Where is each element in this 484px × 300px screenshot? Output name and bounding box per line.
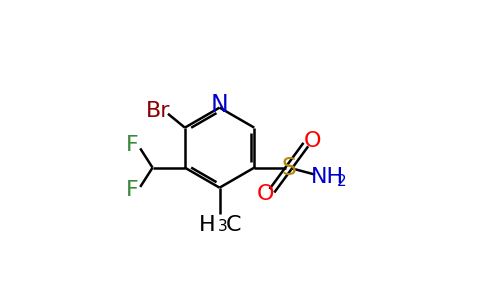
Text: S: S [281, 156, 296, 180]
Text: O: O [304, 131, 321, 152]
Text: N: N [211, 92, 228, 116]
Text: F: F [126, 180, 139, 200]
Text: O: O [256, 184, 274, 204]
Text: H: H [199, 215, 216, 235]
Text: NH: NH [311, 167, 344, 187]
Text: 2: 2 [336, 174, 346, 189]
Text: Br: Br [146, 101, 170, 121]
Text: C: C [226, 215, 241, 235]
Text: F: F [126, 135, 139, 155]
Text: 3: 3 [218, 220, 228, 235]
